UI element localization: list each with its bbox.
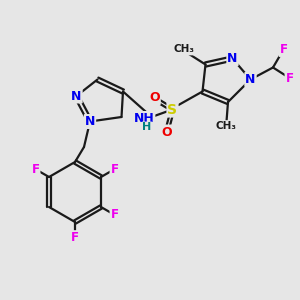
Text: CH₃: CH₃ [174,44,195,55]
Text: S: S [167,103,178,116]
Text: F: F [286,71,293,85]
Text: F: F [280,43,287,56]
Text: N: N [245,73,256,86]
Text: CH₃: CH₃ [216,121,237,131]
Text: N: N [227,52,238,65]
Text: F: F [110,163,118,176]
Text: N: N [85,115,95,128]
Text: O: O [161,125,172,139]
Text: F: F [32,163,40,176]
Text: F: F [110,208,118,221]
Text: H: H [142,122,152,133]
Text: F: F [71,231,79,244]
Text: O: O [149,91,160,104]
Text: N: N [71,89,82,103]
Text: NH: NH [134,112,154,125]
